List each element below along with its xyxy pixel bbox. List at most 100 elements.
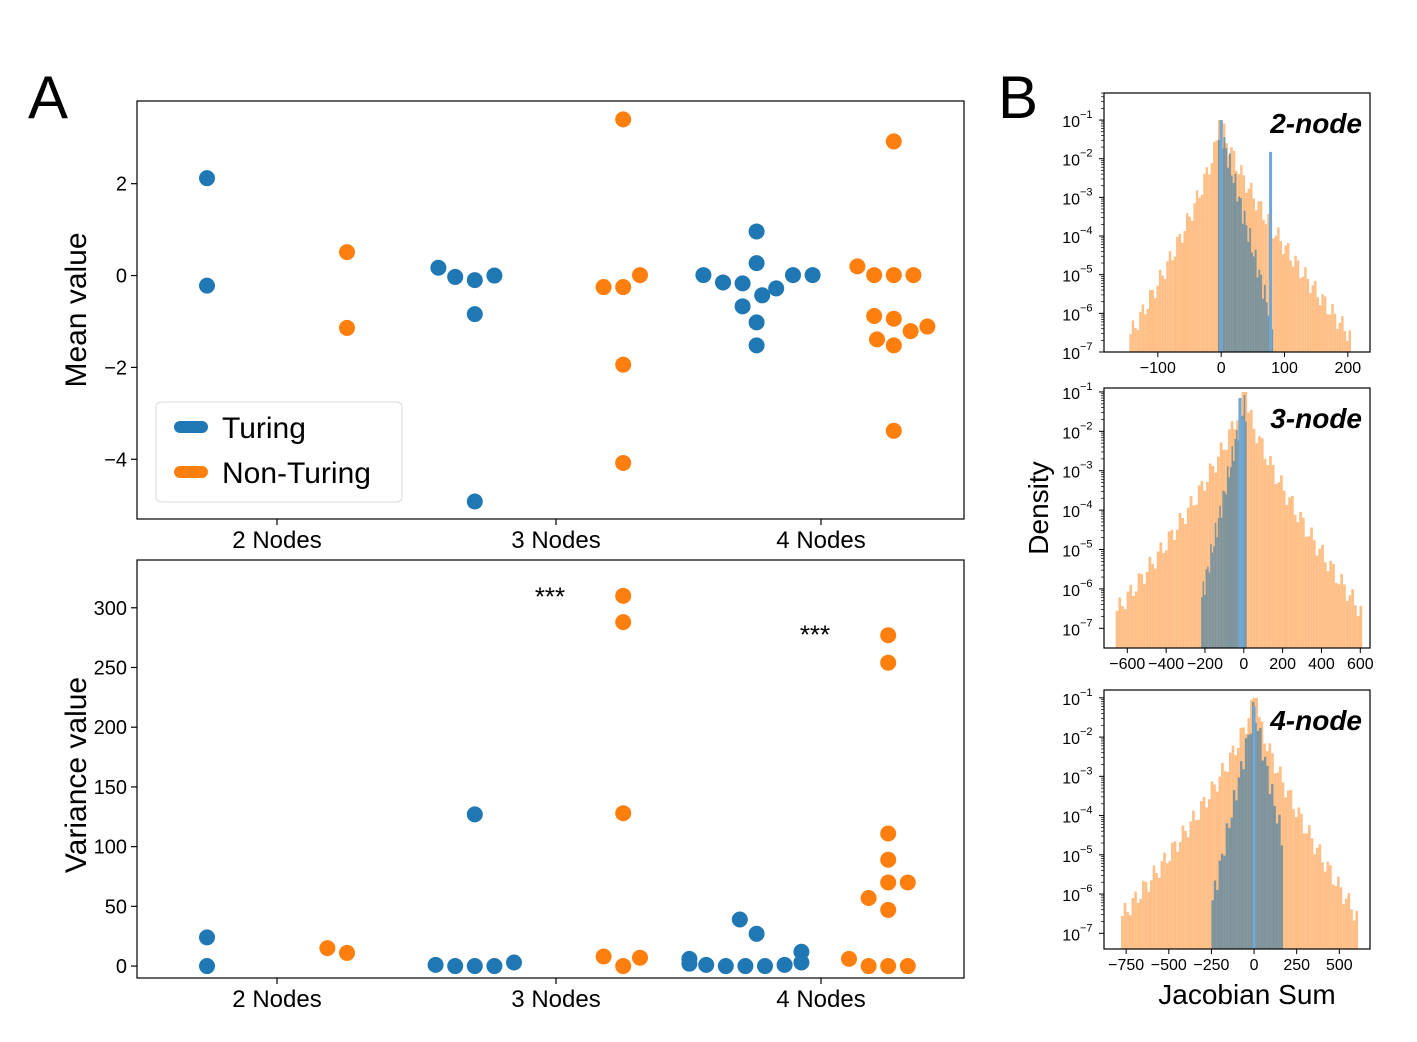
histogram-panel-3-node: 10−110−210−310−410−510−610 −7−600 −400 −200… xyxy=(1062,381,1374,673)
non-turing-bar xyxy=(1296,522,1300,648)
non-turing-bar xyxy=(1296,260,1300,352)
turing-bar xyxy=(1211,900,1214,949)
non-turing-bar xyxy=(1197,485,1201,648)
non-turing-bar xyxy=(1189,821,1193,949)
y-tick-label: 10 xyxy=(1062,346,1080,363)
non-turing-bar xyxy=(1123,609,1127,648)
non-turing-bar xyxy=(1136,902,1140,949)
turing-point xyxy=(715,274,731,291)
non-turing-bar xyxy=(1310,527,1313,648)
non-turing-bar xyxy=(1137,573,1141,648)
non-turing-point xyxy=(339,244,355,261)
x-tick-label: 0 xyxy=(1239,656,1248,673)
non-turing-bar xyxy=(1336,328,1339,352)
x-tick-label: 250 xyxy=(1283,957,1310,974)
non-turing-bar xyxy=(1359,605,1363,648)
non-turing-bar xyxy=(1181,517,1185,648)
non-turing-bar xyxy=(1145,571,1149,648)
turing-point xyxy=(757,958,773,975)
histogram-bars xyxy=(1115,391,1363,648)
turing-bar xyxy=(1228,827,1231,949)
turing-point xyxy=(695,267,712,284)
non-turing-bar xyxy=(1146,308,1150,352)
non-turing-bar xyxy=(1348,330,1351,352)
turing-bar xyxy=(1266,765,1269,949)
non-turing-bar xyxy=(1318,844,1322,949)
non-turing-bar xyxy=(1329,865,1332,949)
y-tick-label: 10 xyxy=(1062,153,1080,170)
non-turing-bar xyxy=(1167,531,1171,648)
y-tick-label: 0 xyxy=(116,956,127,978)
x-tick-label: −100 xyxy=(1140,360,1176,377)
non-turing-bar xyxy=(1185,213,1189,352)
non-turing-point xyxy=(860,889,877,906)
non-turing-bar xyxy=(1166,261,1169,352)
non-turing-bar xyxy=(1338,322,1342,352)
turing-bar xyxy=(1214,522,1217,648)
turing-point xyxy=(199,277,215,294)
non-turing-bar xyxy=(1173,539,1176,648)
non-turing-bar xyxy=(1215,791,1219,949)
x-tick-label: 2 Nodes xyxy=(232,986,321,1013)
turing-bar xyxy=(1230,175,1233,352)
non-turing-bar xyxy=(1307,536,1311,648)
turing-bar xyxy=(1245,421,1247,648)
non-turing-bar xyxy=(1323,562,1327,648)
x-tick-label: 4 Nodes xyxy=(776,527,865,554)
non-turing-bar xyxy=(1164,550,1168,648)
turing-point xyxy=(776,956,793,973)
non-turing-point xyxy=(899,958,916,975)
turing-bar xyxy=(1223,491,1226,648)
non-turing-bar xyxy=(1355,910,1359,949)
non-turing-point xyxy=(595,948,612,965)
turing-bar xyxy=(1243,394,1246,648)
y-tick-label: 10 xyxy=(1062,849,1080,866)
turing-point xyxy=(466,272,483,289)
non-turing-bar xyxy=(1267,213,1270,352)
non-turing-bar xyxy=(1262,219,1265,352)
non-turing-bar xyxy=(1129,584,1133,648)
y-tick-exponent: −4 xyxy=(1080,805,1093,817)
turing-bar xyxy=(1260,274,1263,352)
non-turing-bar xyxy=(1188,216,1191,352)
non-turing-point xyxy=(880,874,897,891)
non-turing-bar xyxy=(1286,243,1290,352)
non-turing-bar xyxy=(1284,245,1287,352)
non-turing-bar xyxy=(1305,833,1309,949)
mean-y-axis-label: Mean value xyxy=(60,232,93,387)
non-turing-bar xyxy=(1269,455,1272,648)
y-tick-exponent: −3 xyxy=(1080,460,1093,472)
non-turing-point xyxy=(841,950,857,967)
x-tick-label: 3 Nodes xyxy=(511,527,600,554)
non-turing-bar xyxy=(1264,224,1268,352)
x-tick-label: 0 xyxy=(1250,957,1259,974)
turing-bar xyxy=(1204,594,1206,648)
non-turing-bar xyxy=(1321,862,1324,949)
non-turing-bar xyxy=(1118,597,1122,648)
non-turing-point xyxy=(880,825,897,842)
turing-point xyxy=(466,806,483,823)
turing-bar xyxy=(1242,769,1245,949)
non-turing-bar xyxy=(1301,276,1305,352)
turing-bar xyxy=(1218,860,1221,949)
non-turing-bar xyxy=(1202,797,1206,949)
y-tick-label: 10 xyxy=(1062,927,1080,944)
non-turing-bar xyxy=(1210,163,1214,352)
x-tick-label: −200 xyxy=(1187,656,1223,673)
turing-point xyxy=(199,929,215,946)
turing-bar xyxy=(1231,446,1234,648)
x-tick-label: −250 xyxy=(1193,957,1229,974)
panel-letter-a: A xyxy=(28,64,68,131)
non-turing-bar xyxy=(1163,852,1166,949)
x-tick-label: −400 xyxy=(1148,656,1184,673)
y-tick-exponent: −2 xyxy=(1080,148,1093,160)
non-turing-bar xyxy=(1331,884,1335,949)
turing-point xyxy=(737,958,754,975)
y-tick-exponent: −7 xyxy=(1080,922,1093,934)
non-turing-bar xyxy=(1134,591,1138,648)
non-turing-bar xyxy=(1121,915,1124,949)
non-turing-bar xyxy=(1207,799,1211,949)
non-turing-bar xyxy=(1208,463,1212,648)
turing-bar xyxy=(1268,794,1272,949)
non-turing-bar xyxy=(1184,523,1187,648)
